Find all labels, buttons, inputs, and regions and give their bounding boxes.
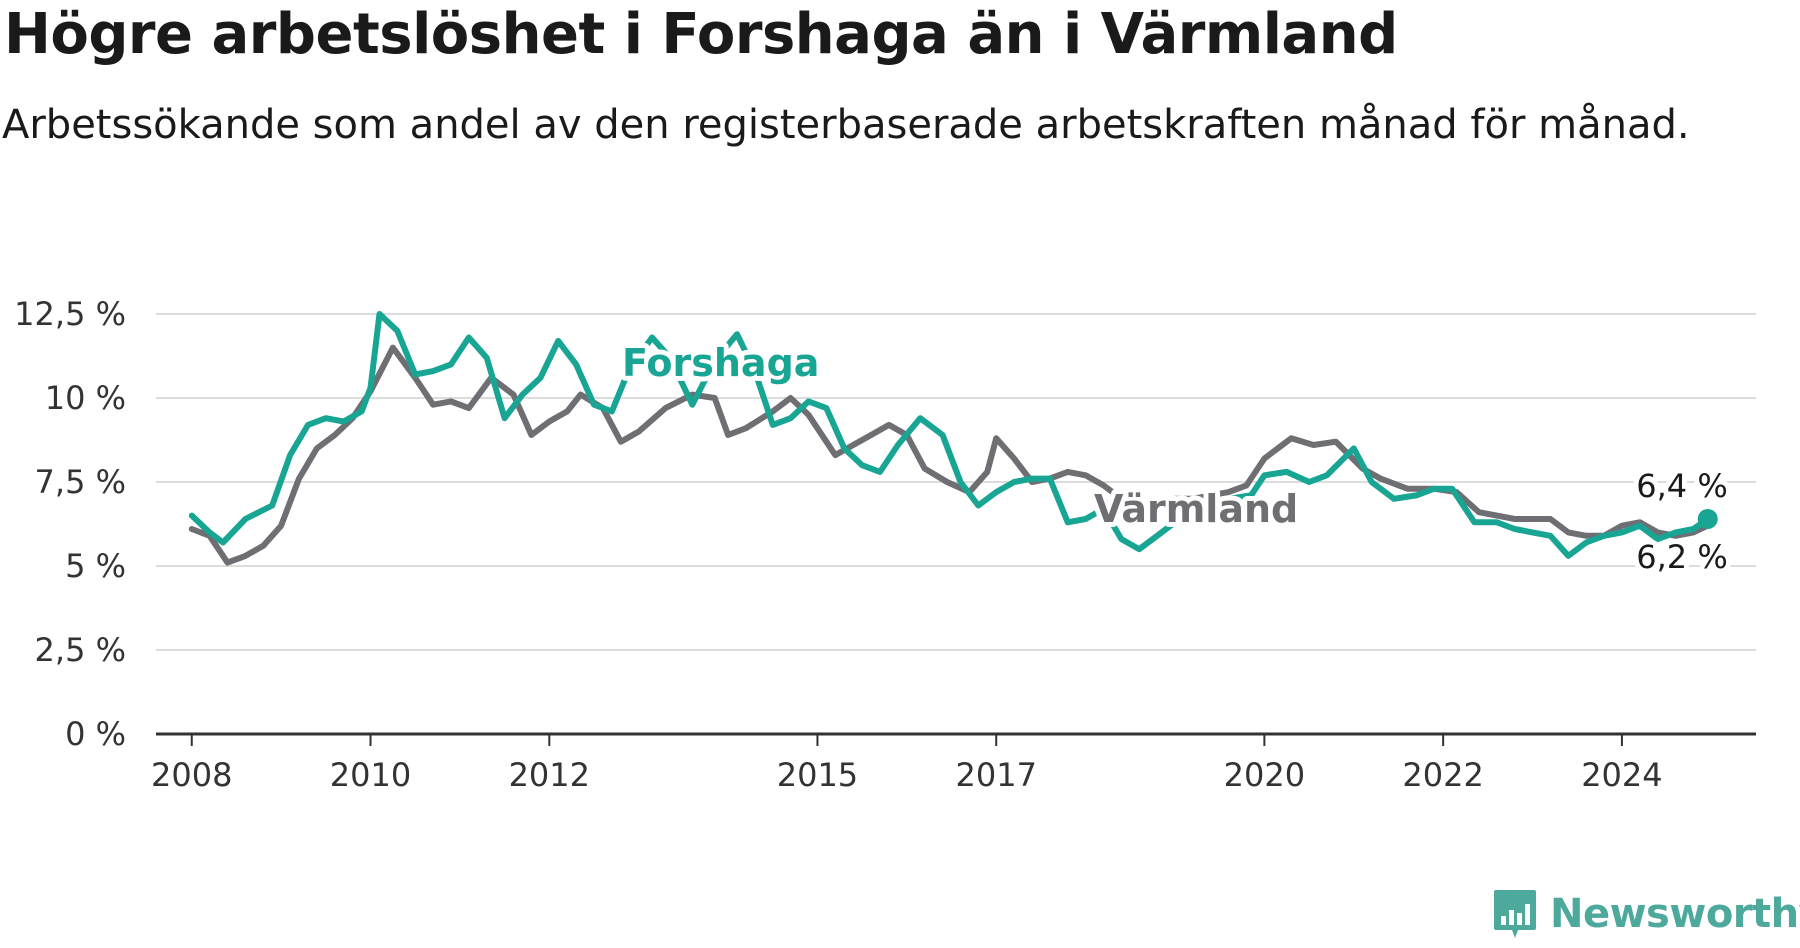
x-tick-label: 2010 bbox=[330, 756, 411, 794]
brand-name: Newsworthy bbox=[1550, 891, 1800, 937]
y-tick-label: 0 % bbox=[65, 715, 126, 753]
x-tick-label: 2008 bbox=[151, 756, 232, 794]
newsworthy-brand: Newsworthy bbox=[1492, 888, 1800, 940]
x-tick-label: 2022 bbox=[1402, 756, 1483, 794]
end-value-forshaga: 6,4 % bbox=[1636, 467, 1727, 505]
series-labels: Forshaga Värmland 6,4 % 6,2 % bbox=[617, 336, 1733, 581]
y-tick-label: 7,5 % bbox=[35, 463, 126, 501]
series-line-vrmland bbox=[188, 344, 1711, 566]
y-tick-label: 10 % bbox=[45, 379, 126, 417]
y-tick-label: 2,5 % bbox=[35, 631, 126, 669]
x-tick-label: 2017 bbox=[956, 756, 1037, 794]
y-axis: 0 % 2,5 % 5 % 7,5 % 10 % 12,5 % bbox=[14, 295, 126, 753]
series-label-varmland: Värmland bbox=[1094, 487, 1298, 531]
series-line-forshaga bbox=[188, 311, 1711, 559]
series-lines bbox=[188, 311, 1718, 566]
chart-subtitle: Arbetssökande som andel av den registerb… bbox=[2, 102, 1690, 148]
series-label-forshaga: Forshaga bbox=[622, 341, 819, 385]
end-point-forshaga bbox=[1697, 508, 1718, 529]
x-axis: 2008 2010 2012 2015 2017 2020 2022 2024 bbox=[151, 732, 1756, 794]
gridlines bbox=[156, 313, 1756, 651]
x-tick-label: 2020 bbox=[1224, 756, 1305, 794]
y-tick-label: 5 % bbox=[65, 547, 126, 585]
chart-title: Högre arbetslöshet i Forshaga än i Värml… bbox=[4, 2, 1398, 67]
newsworthy-logo-icon bbox=[1494, 890, 1536, 938]
end-value-varmland: 6,2 % bbox=[1636, 538, 1727, 576]
y-tick-label: 12,5 % bbox=[14, 295, 126, 333]
x-tick-label: 2024 bbox=[1581, 756, 1662, 794]
x-tick-label: 2015 bbox=[777, 756, 858, 794]
x-tick-label: 2012 bbox=[509, 756, 590, 794]
